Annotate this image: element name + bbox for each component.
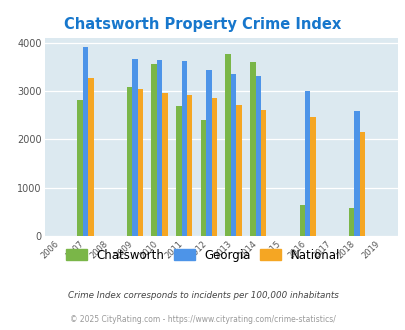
Text: © 2025 CityRating.com - https://www.cityrating.com/crime-statistics/: © 2025 CityRating.com - https://www.city…	[70, 315, 335, 324]
Bar	[206, 70, 211, 236]
Bar	[132, 59, 137, 236]
Bar	[255, 76, 260, 236]
Bar	[156, 60, 162, 236]
Bar	[126, 87, 132, 236]
Text: Crime Index corresponds to incidents per 100,000 inhabitants: Crime Index corresponds to incidents per…	[68, 291, 337, 300]
Bar	[137, 89, 143, 236]
Bar	[230, 74, 236, 236]
Bar	[186, 95, 192, 236]
Bar	[225, 54, 230, 236]
Bar	[181, 61, 186, 236]
Bar	[359, 132, 364, 236]
Bar	[249, 62, 255, 236]
Bar	[176, 106, 181, 236]
Bar	[310, 117, 315, 236]
Bar	[77, 100, 83, 236]
Bar	[162, 93, 167, 236]
Legend: Chatsworth, Georgia, National: Chatsworth, Georgia, National	[61, 244, 344, 266]
Bar	[88, 78, 93, 236]
Bar	[211, 98, 217, 236]
Text: Chatsworth Property Crime Index: Chatsworth Property Crime Index	[64, 17, 341, 32]
Bar	[260, 111, 266, 236]
Bar	[304, 91, 310, 236]
Bar	[83, 47, 88, 236]
Bar	[354, 111, 359, 236]
Bar	[151, 64, 156, 236]
Bar	[348, 209, 354, 236]
Bar	[200, 120, 206, 236]
Bar	[236, 105, 241, 236]
Bar	[299, 205, 304, 236]
